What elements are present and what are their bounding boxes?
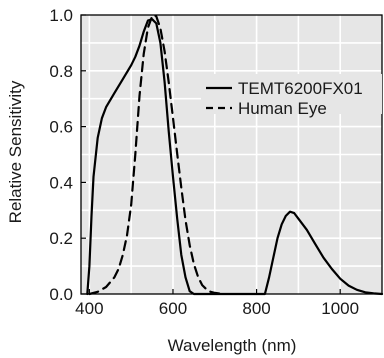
x-tick-label: 800	[242, 299, 270, 318]
y-tick-label: 0.0	[49, 285, 73, 304]
x-axis-title: Wavelength (nm)	[168, 336, 297, 355]
y-axis-title: Relative Sensitivity	[6, 80, 25, 223]
legend-label: Human Eye	[238, 99, 327, 118]
y-tick-labels: 0.0 0.2 0.4 0.6 0.8 1.0	[49, 6, 73, 304]
y-tick-label: 0.2	[49, 229, 73, 248]
y-tick-label: 0.4	[49, 173, 73, 192]
y-tick-label: 1.0	[49, 6, 73, 25]
y-tick-label: 0.8	[49, 62, 73, 81]
tick-marks	[81, 14, 341, 295]
x-tick-labels: 400 600 800 1000	[75, 299, 359, 318]
series-layer	[86, 13, 384, 296]
legend-label: TEMT6200FX01	[238, 79, 363, 98]
y-tick-label: 0.6	[49, 118, 73, 137]
x-tick-label: 600	[159, 299, 187, 318]
x-tick-label: 1000	[321, 299, 359, 318]
series-line-human-eye	[88, 13, 225, 296]
x-tick-label: 400	[75, 299, 103, 318]
plot-frame	[80, 14, 383, 295]
series-line-temt6200fx01	[86, 18, 384, 296]
